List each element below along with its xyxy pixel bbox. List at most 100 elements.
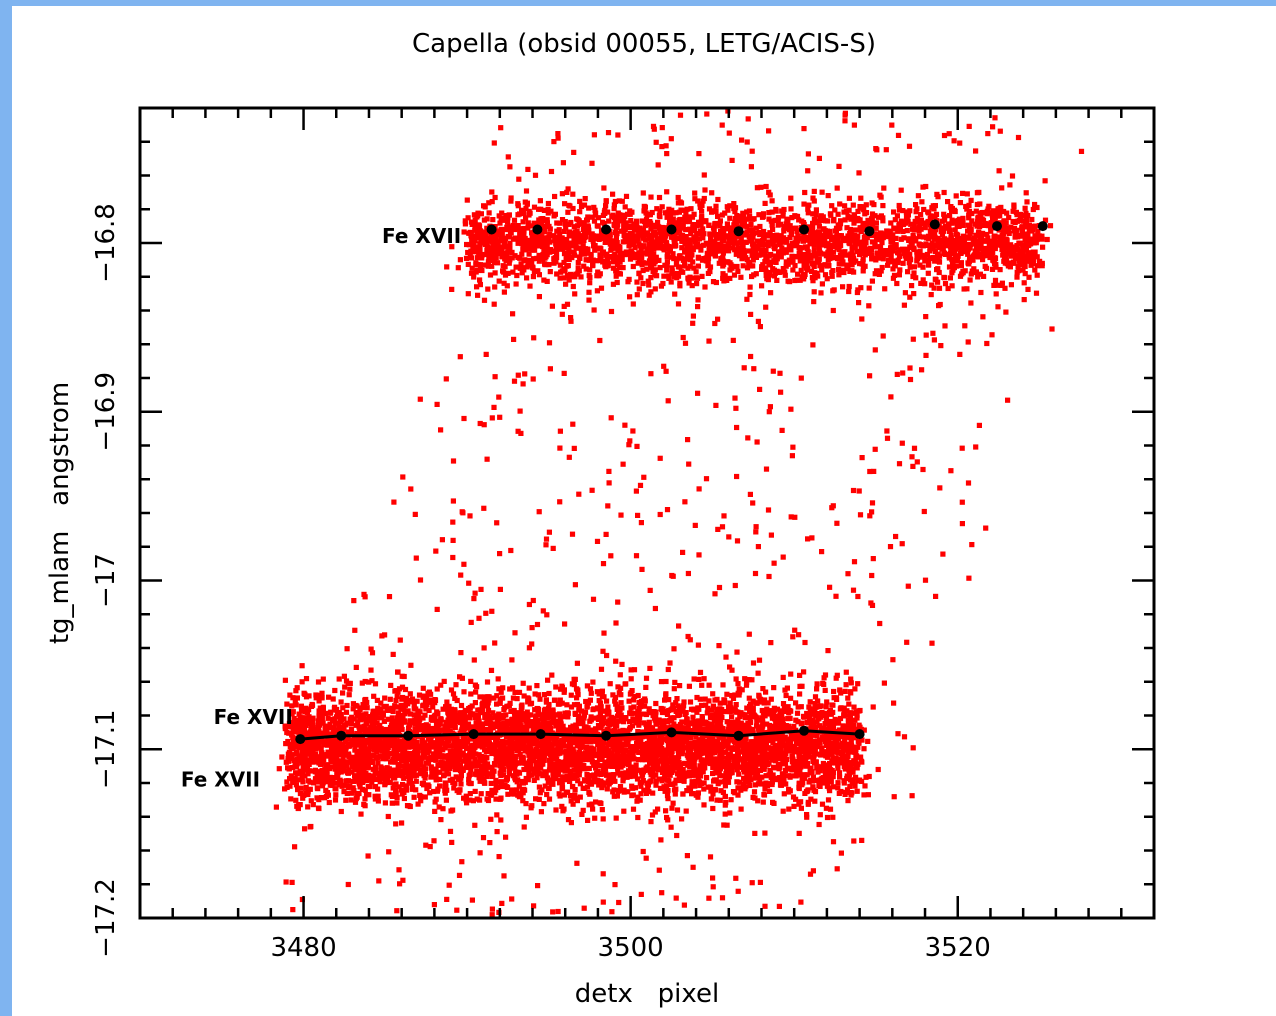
event-point [492,270,498,276]
event-point [996,282,1002,288]
event-point [441,678,447,684]
event-point [621,787,627,793]
event-point [574,223,580,229]
event-point [824,276,830,282]
event-point [494,693,500,699]
event-point [630,263,636,270]
event-point [724,691,730,697]
event-point [548,208,554,214]
event-point [575,692,581,698]
event-point [797,258,803,264]
event-point [869,239,875,245]
event-point [822,272,829,278]
event-point [299,775,305,781]
event-point [869,220,875,226]
event-point [372,793,378,799]
event-point [740,242,746,248]
event-point [573,244,579,250]
event-point [922,258,928,264]
event-point [653,254,659,260]
event-point [574,216,580,222]
event-point [968,197,974,203]
event-point [493,254,499,260]
event-point [674,230,680,236]
event-point [740,245,746,251]
event-point [1004,210,1010,216]
event-point [492,238,498,244]
event-point [859,248,865,254]
event-point [1009,173,1016,179]
event-point [1010,259,1017,265]
event-point [295,787,301,793]
event-point [522,257,528,263]
event-point [589,759,595,765]
event-point [481,217,487,223]
event-point [531,777,537,783]
event-point [948,235,954,241]
event-point [568,704,575,710]
event-point [536,232,542,238]
event-point [559,191,565,197]
event-point [977,201,983,207]
event-point [836,261,842,267]
event-point [849,237,855,243]
event-point [723,800,729,806]
event-point [639,218,645,224]
event-point [849,227,855,233]
event-point [544,278,550,284]
event-point [632,785,639,791]
event-point [842,217,848,223]
event-point [1035,229,1041,235]
event-point [508,198,514,204]
event-point [747,730,753,736]
event-point [581,263,587,269]
event-point [824,233,830,239]
event-point [759,214,766,220]
event-point [970,257,976,263]
event-point [951,265,957,271]
event-point [505,270,511,276]
event-point [827,233,833,239]
event-point [820,241,826,247]
event-point [896,202,902,209]
event-point [686,226,693,232]
event-point [952,246,959,252]
event-point [689,214,696,220]
event-point [701,802,707,808]
event-point [465,291,471,297]
event-point [794,241,800,247]
event-point [622,251,628,257]
event-point [531,204,538,210]
event-point [1044,236,1050,243]
event-point [601,220,607,227]
event-point [576,707,582,713]
event-point [892,262,898,268]
event-point [613,273,619,279]
event-point [1000,252,1006,258]
event-point [708,236,714,242]
event-point [842,251,848,258]
event-point [477,247,483,253]
event-point [697,204,703,210]
event-point [612,198,618,205]
event-point [872,271,878,277]
event-point [712,253,718,259]
event-point [1033,240,1039,246]
event-point [472,247,478,253]
event-point [536,217,542,223]
event-point [888,220,894,226]
event-point [477,277,483,283]
event-point [500,268,506,274]
event-point [526,685,532,691]
event-point [501,280,507,286]
event-point [763,265,769,271]
event-point [470,752,476,758]
event-point [679,225,685,231]
event-point [969,268,975,274]
event-point [587,280,593,286]
event-point [326,694,332,700]
event-point [852,783,858,789]
event-point [513,753,519,760]
event-point [471,748,477,754]
event-point [547,269,553,275]
